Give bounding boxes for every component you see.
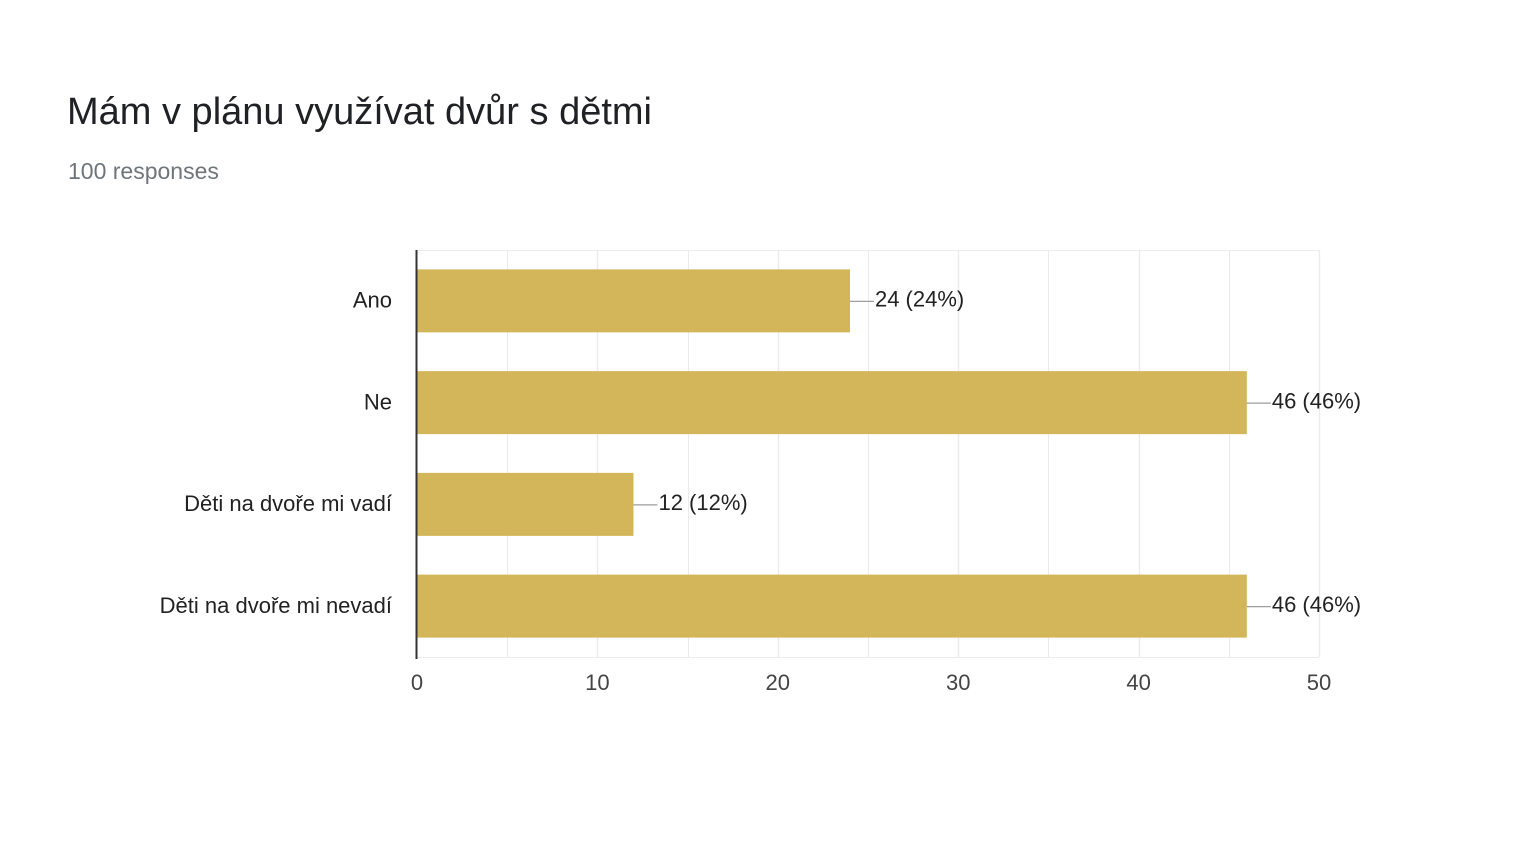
category-label: Ne [364, 389, 392, 414]
labels: 24 (24%) Ano 46 (46%) Ne 12 (12%) Děti na dvo… [160, 287, 1361, 618]
category-label: Děti na dvoře mi nevadí [160, 593, 392, 618]
x-tick-label: 10 [585, 670, 609, 695]
data-label: 12 (12%) [658, 490, 747, 515]
data-label: 46 (46%) [1272, 388, 1361, 413]
x-tick-label: 50 [1307, 670, 1331, 695]
bar-3 [417, 472, 634, 536]
x-tick-label: 20 [766, 670, 790, 695]
bar-1 [417, 269, 850, 333]
bar-4 [417, 574, 1247, 638]
x-tick-label: 30 [946, 670, 970, 695]
data-label: 46 (46%) [1272, 592, 1361, 617]
category-label: Ano [353, 288, 392, 313]
question-title: Mám v plánu využívat dvůr s dětmi [67, 91, 652, 133]
data-label: 24 (24%) [875, 287, 964, 312]
response-count: 100 responses [68, 158, 219, 184]
bar-2 [417, 371, 1247, 435]
x-tick-label: 0 [411, 670, 423, 695]
axes: 0 10 20 30 40 50 [411, 250, 1331, 695]
category-label: Děti na dvoře mi vadí [184, 491, 392, 516]
x-tick-label: 40 [1126, 670, 1150, 695]
bars [417, 269, 1247, 638]
